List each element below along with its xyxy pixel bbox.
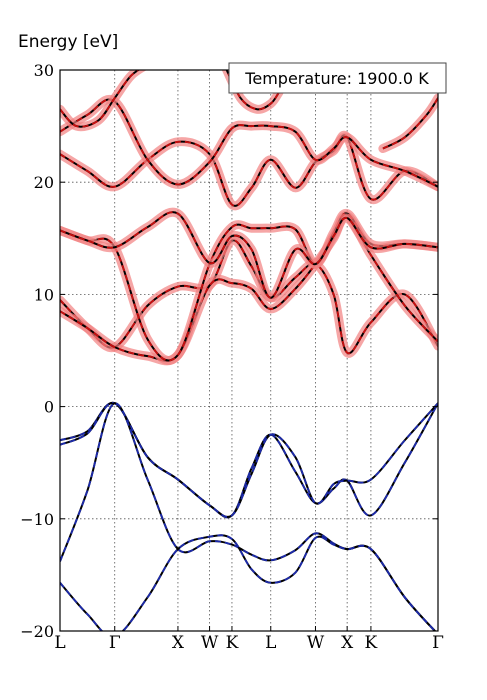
- kpoint-label: W: [307, 633, 325, 653]
- band-line-dashed: [60, 402, 437, 631]
- band-line-dashed: [60, 214, 438, 362]
- kpoint-label: X: [341, 633, 354, 653]
- band-line: [60, 98, 438, 188]
- y-tick-label: −10: [20, 510, 54, 529]
- kpoint-label: Γ: [109, 633, 121, 653]
- band-line-dashed: [60, 534, 437, 631]
- band-line-dashed: [60, 98, 438, 188]
- y-tick-label: 0: [44, 398, 54, 417]
- temperature-label: Temperature: 1900.0 K: [244, 69, 429, 88]
- kpoint-label: K: [365, 633, 378, 653]
- y-tick-label: 30: [34, 61, 54, 80]
- annotation-box: [228, 62, 447, 94]
- band-line-dashed: [60, 134, 438, 207]
- band-line: [60, 534, 437, 631]
- band-line-dashed: [60, 402, 438, 519]
- temperature-annotation: Temperature: 1900.0 K: [228, 62, 447, 94]
- band-uncertainty: [60, 95, 438, 192]
- kpoint-label: W: [201, 633, 219, 653]
- band-line: [60, 401, 438, 519]
- band-line-dashed: [60, 402, 438, 518]
- kpoint-label: L: [265, 633, 276, 653]
- band-line-dashed: [60, 211, 438, 299]
- band-uncertainty: [378, 93, 438, 154]
- kpoint-label: K: [226, 633, 239, 653]
- kpoint-label: L: [54, 633, 65, 653]
- band-line-dashed: [60, 70, 140, 128]
- y-tick-label: 10: [34, 285, 54, 304]
- y-tick-label: −20: [20, 622, 54, 641]
- valence-bands: [60, 401, 438, 631]
- y-axis-label: Energy [eV]: [18, 32, 118, 52]
- band-line: [60, 402, 438, 518]
- kpoint-label: Γ: [432, 633, 444, 653]
- band-line-dashed: [382, 97, 438, 150]
- y-tick-label: 20: [34, 173, 54, 192]
- y-ticks: −20 −10 0 10 20 30: [20, 61, 438, 641]
- kpoint-label: X: [172, 633, 185, 653]
- conduction-bands: [60, 70, 438, 366]
